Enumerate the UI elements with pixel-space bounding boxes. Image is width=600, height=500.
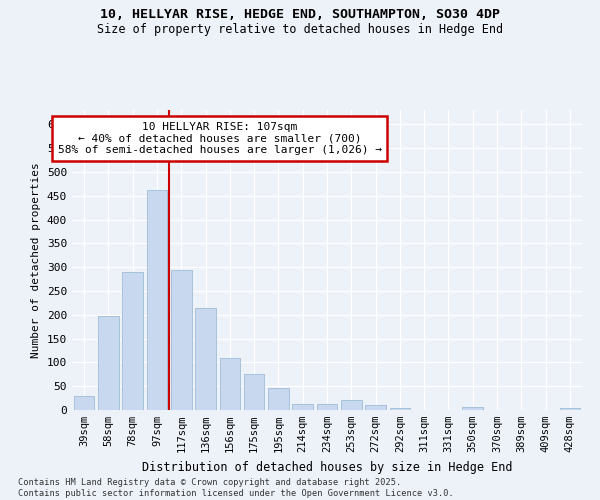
Y-axis label: Number of detached properties: Number of detached properties: [31, 162, 41, 358]
Bar: [98, 316, 119, 410]
Bar: [244, 374, 265, 410]
Bar: [220, 358, 240, 410]
Bar: [317, 404, 337, 410]
Bar: [389, 408, 410, 410]
Bar: [195, 308, 216, 410]
Bar: [122, 272, 143, 410]
Bar: [463, 407, 483, 410]
Bar: [292, 404, 313, 410]
Text: Contains HM Land Registry data © Crown copyright and database right 2025.
Contai: Contains HM Land Registry data © Crown c…: [18, 478, 454, 498]
Text: 10, HELLYAR RISE, HEDGE END, SOUTHAMPTON, SO30 4DP: 10, HELLYAR RISE, HEDGE END, SOUTHAMPTON…: [100, 8, 500, 20]
Text: 10 HELLYAR RISE: 107sqm
← 40% of detached houses are smaller (700)
58% of semi-d: 10 HELLYAR RISE: 107sqm ← 40% of detache…: [58, 122, 382, 155]
Text: Size of property relative to detached houses in Hedge End: Size of property relative to detached ho…: [97, 22, 503, 36]
Bar: [146, 190, 167, 410]
Bar: [171, 270, 191, 410]
Bar: [268, 388, 289, 410]
X-axis label: Distribution of detached houses by size in Hedge End: Distribution of detached houses by size …: [142, 460, 512, 473]
Bar: [341, 400, 362, 410]
Bar: [365, 405, 386, 410]
Bar: [560, 408, 580, 410]
Bar: [74, 396, 94, 410]
